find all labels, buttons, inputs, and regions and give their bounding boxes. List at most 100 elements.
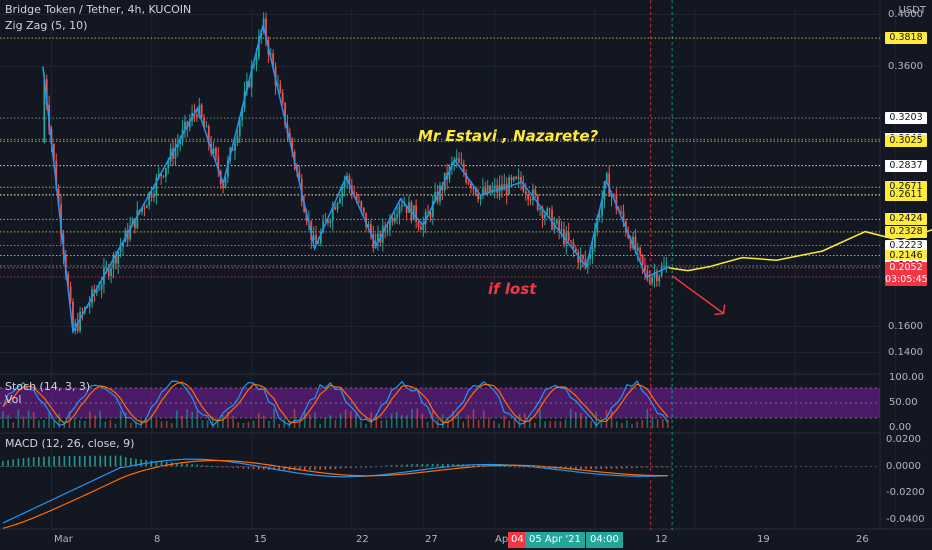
macd-hist-bar (314, 466, 316, 470)
candle-body (269, 53, 272, 55)
candle-body (451, 162, 453, 167)
macd-hist-bar (48, 456, 50, 467)
stoch-tick-label: 50.00 (889, 397, 918, 408)
candle-body (257, 36, 260, 58)
candle-body (76, 322, 79, 331)
macd-hist-bar (656, 466, 659, 468)
price-level-tag: 0.3025 (885, 135, 927, 148)
macd-tick-label: 0.0000 (886, 460, 921, 472)
x-tick-label: 27 (425, 534, 438, 545)
price-level-tag: 0.3818 (885, 32, 927, 45)
volume-bar (329, 415, 332, 428)
candle-body (431, 200, 434, 218)
volume-bar (646, 409, 649, 428)
volume-bar (206, 420, 209, 428)
candle-body (462, 163, 465, 174)
volume-bar (7, 415, 9, 428)
macd-hist-bar (27, 457, 30, 467)
candle-body (329, 220, 332, 223)
volume-bar (375, 413, 378, 428)
macd-tick-label: 0.0200 (886, 433, 921, 445)
candle-body (203, 117, 205, 128)
macd-hist-bar (114, 455, 117, 467)
vol-legend: Vol (5, 393, 22, 406)
volume-bar (605, 410, 608, 428)
macd-hist-bar (452, 463, 454, 467)
volume-bar (73, 417, 76, 428)
candle-body (317, 243, 320, 245)
candle-body (341, 187, 344, 199)
volume-bar (574, 412, 577, 428)
volume-bar (564, 419, 567, 428)
volume-bar (569, 408, 572, 428)
macd-hist-bar (257, 466, 260, 470)
candle-body (250, 66, 253, 88)
candle-body (355, 196, 358, 202)
candle-body (512, 177, 515, 181)
candle-body (534, 189, 537, 195)
candle-body (420, 226, 422, 230)
candle-body (441, 185, 444, 191)
volume-bar (94, 415, 96, 428)
candle-body (653, 273, 656, 278)
volume-bar (442, 414, 444, 428)
volume-bar (247, 421, 250, 428)
candle-body (334, 206, 337, 210)
candle-body (412, 205, 415, 221)
macd-hist-bar (124, 457, 127, 467)
macd-hist-bar (227, 466, 229, 468)
candle-body (615, 194, 618, 209)
candle-body (315, 235, 317, 244)
candle-body (386, 229, 389, 231)
candle-body (365, 212, 367, 227)
candle-body (174, 147, 177, 159)
volume-bar (421, 413, 424, 428)
candle-body (415, 205, 418, 222)
macd-hist-bar (150, 460, 153, 467)
macd-hist-bar (43, 456, 45, 467)
volume-bar (610, 410, 613, 428)
macd-hist-bar (426, 463, 429, 467)
volume-bar (621, 423, 623, 428)
volume-bar (293, 409, 296, 428)
macd-hist-bar (641, 466, 644, 468)
macd-hist-bar (181, 463, 183, 467)
macd-hist-bar (191, 464, 194, 467)
macd-hist-bar (32, 457, 35, 467)
candle-body (284, 102, 286, 125)
candle-body (448, 166, 451, 180)
volume-bar (135, 421, 137, 428)
macd-hist-bar (574, 466, 577, 469)
macd-hist-bar (273, 466, 275, 471)
macd-hist-bar (385, 465, 388, 467)
candle-body (620, 210, 623, 212)
volume-bar (319, 423, 321, 428)
y-tick-label: 0.1600 (888, 320, 923, 332)
volume-bar (32, 411, 35, 428)
volume-bar (252, 420, 255, 428)
macd-tick-label: -0.0200 (886, 487, 925, 499)
volume-bar (462, 421, 465, 428)
macd-hist-bar (84, 455, 86, 467)
candle-body (658, 275, 661, 282)
candle-body (632, 236, 634, 248)
volume-bar (191, 411, 194, 428)
candle-body (310, 220, 313, 241)
volume-bar (78, 419, 81, 428)
volume-bar (355, 413, 357, 428)
candle-body (553, 223, 556, 230)
macd-hist-bar (22, 458, 25, 467)
volume-bar (150, 415, 153, 428)
candle-body (126, 230, 129, 240)
macd-hist-bar (53, 456, 55, 467)
volume-bar (27, 410, 30, 428)
candle-body (95, 289, 98, 294)
macd-hist-bar (196, 464, 199, 467)
current-price-value: 0.2052 (889, 261, 923, 273)
candle-body (405, 205, 408, 213)
candle-body (496, 185, 499, 193)
candle-body (634, 236, 637, 252)
stoch-panel (0, 380, 880, 428)
candle-body (148, 192, 151, 206)
